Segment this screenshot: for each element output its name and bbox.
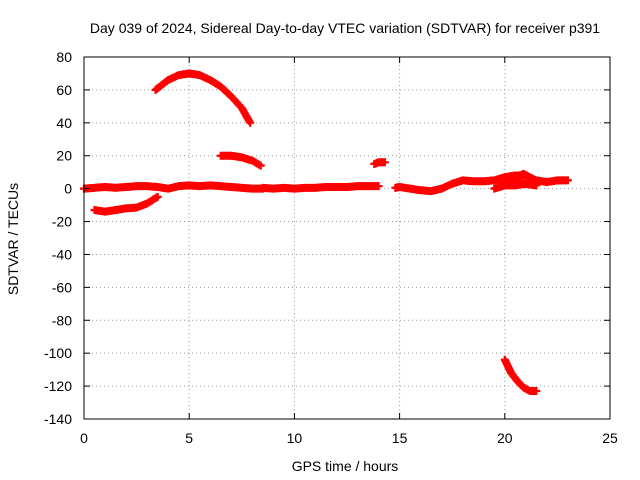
axis-ticks: 0 5 10 15 20 25 -140 -120 -100 -80 -60 -40 -20 0 20 40 6… xyxy=(44,49,618,446)
grid-lines xyxy=(84,57,610,419)
series-baseline-b xyxy=(258,182,383,193)
series-arc-low xyxy=(500,355,541,396)
data-point xyxy=(153,192,162,201)
y-tick-label: -40 xyxy=(52,246,72,262)
y-tick-label: 60 xyxy=(56,82,72,98)
data-point xyxy=(256,161,265,170)
y-tick-label: 80 xyxy=(56,49,72,65)
x-tick-label: 25 xyxy=(602,430,618,446)
series-baseline-c xyxy=(391,171,572,196)
y-tick-label: -140 xyxy=(44,411,72,427)
x-axis-label: GPS time / hours xyxy=(292,458,399,474)
data-point xyxy=(380,158,389,167)
chart-title: Day 039 of 2024, Sidereal Day-to-day VTE… xyxy=(90,20,600,36)
y-tick-label: -120 xyxy=(44,378,72,394)
series-scatter-cluster xyxy=(490,169,541,193)
series-short-segment xyxy=(370,158,389,168)
plot-frame xyxy=(83,56,611,420)
x-tick-label: 20 xyxy=(497,430,513,446)
y-tick-label: -60 xyxy=(52,279,72,295)
series-baseline-a xyxy=(80,181,267,193)
data-point xyxy=(246,118,255,127)
y-tick-label: 40 xyxy=(56,115,72,131)
y-tick-label: -20 xyxy=(52,214,72,230)
data-point xyxy=(528,174,537,183)
series-arc-mid xyxy=(216,151,265,170)
data-point xyxy=(563,176,572,185)
y-tick-label: -100 xyxy=(44,345,72,361)
y-tick-label: -80 xyxy=(52,312,72,328)
series-arc-high xyxy=(151,69,255,127)
x-tick-label: 15 xyxy=(392,430,408,446)
series-lower-branch xyxy=(90,192,162,216)
x-tick-label: 5 xyxy=(185,430,193,446)
y-axis-label: SDTVAR / TECUs xyxy=(5,183,21,295)
x-tick-label: 10 xyxy=(287,430,303,446)
y-tick-label: 20 xyxy=(56,148,72,164)
x-tick-label: 0 xyxy=(80,430,88,446)
y-tick-label: 0 xyxy=(64,181,72,197)
data-point xyxy=(532,387,541,396)
data-point xyxy=(374,182,383,191)
data-points xyxy=(80,69,572,396)
